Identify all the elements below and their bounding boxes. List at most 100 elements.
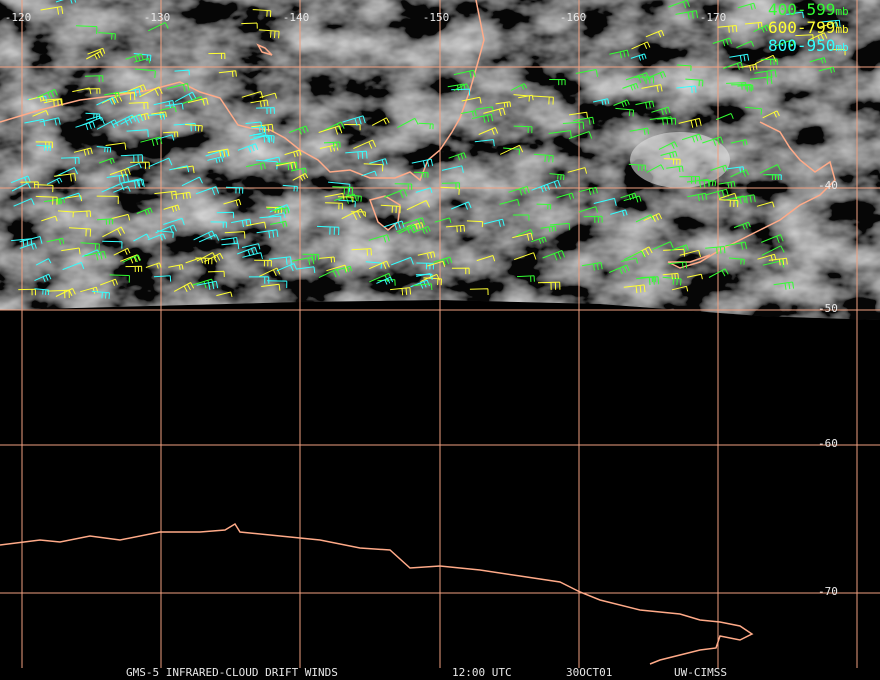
wind-barb [461,110,477,117]
wind-barb [773,281,795,290]
wind-barb [318,268,341,279]
wind-barb [499,198,520,207]
wind-barb [447,83,466,91]
wind-barb [205,149,229,159]
wind-barb [252,9,272,18]
wind-barb [434,217,452,224]
wind-barb [328,181,351,192]
wind-barb [248,276,270,284]
wind-barb [533,153,554,163]
wind-barb [761,234,784,244]
footer-date: 30OCT01 [566,666,612,679]
wind-barb [20,181,39,189]
wind-barb [113,92,136,101]
wind-barb [549,79,566,86]
lon-label: -140 [283,11,310,24]
wind-barb [433,256,453,266]
wind-barb [615,107,635,117]
wind-barb [413,283,433,291]
wind-barb [148,157,173,168]
wind-barb [323,141,341,148]
legend-entry: 600-799mb [768,18,849,37]
wind-barb [134,68,156,79]
wind-barb [237,246,258,257]
wind-barb [715,113,734,121]
wind-barb [756,201,775,208]
wind-barb [87,47,106,55]
wind-barb [245,121,262,128]
wind-barb [128,101,149,110]
wind-barb [677,64,692,71]
wind-barb [762,260,785,268]
lon-label: -170 [700,11,727,24]
wind-barb [221,242,240,250]
wind-barb [125,53,144,62]
wind-barb [660,150,678,159]
lat-label: -50 [818,302,838,315]
wind-barb [391,256,414,266]
wind-barb [36,144,51,152]
wind-barb [476,255,496,262]
wind-barb [130,161,150,169]
wind-barb [668,261,688,269]
wind-barb [531,236,547,244]
wind-barb [469,288,489,296]
wind-barb [341,208,365,220]
wind-barb [130,112,150,121]
wind-barb [678,117,702,128]
wind-barb [729,53,750,62]
coastlines [0,0,836,665]
wind-barb [540,225,557,233]
wind-barb [148,22,169,32]
wind-barb [466,220,484,228]
wind-barb [133,53,152,62]
wind-barb [216,291,233,298]
wind-barb [445,224,465,233]
wind-barb [531,183,550,193]
wind-barb [98,32,116,40]
wind-barb [100,278,118,286]
wind-barb [173,282,195,293]
wind-barb [261,283,281,291]
lat-labels: -40 -50 -60 -70 [818,179,838,598]
wind-barb [35,195,58,205]
wind-barb [478,127,499,135]
wind-barb [120,113,144,125]
wind-barb [730,139,748,146]
legend-unit: mb [835,23,848,36]
wind-barb [635,100,655,109]
footer: GMS-5 INFRARED-CLOUD DRIFT WINDS 12:00 U… [126,666,727,679]
wind-barb [290,167,307,174]
wind-barb [254,259,272,267]
wind-barb [319,256,336,263]
wind-barb [168,264,184,270]
wind-barb [62,261,85,271]
wind-barb [549,173,565,181]
wind-barb [218,70,237,78]
wind-barb [289,125,309,135]
legend-entry: 400-599mb [768,0,849,19]
wind-barb [181,176,203,187]
wind-barb [609,49,630,59]
wind-barb [325,202,343,210]
wind-barb [32,109,49,117]
wind-barb [60,157,80,164]
wind-barb [111,213,131,221]
wind-barb [41,215,58,222]
wind-barb [41,98,63,107]
wind-barb [369,260,390,270]
wind-barb [625,72,650,83]
wind-barb [702,136,724,146]
wind-barb [737,2,756,10]
wind-barb [567,167,588,174]
wind-barb [786,11,804,18]
wind-barb [231,218,252,228]
wind-barb [620,192,637,201]
wind-barb [96,146,112,153]
wind-barb [620,257,638,264]
wind-barb [153,275,172,282]
wind-barb [406,200,430,211]
wind-barb [628,163,646,172]
